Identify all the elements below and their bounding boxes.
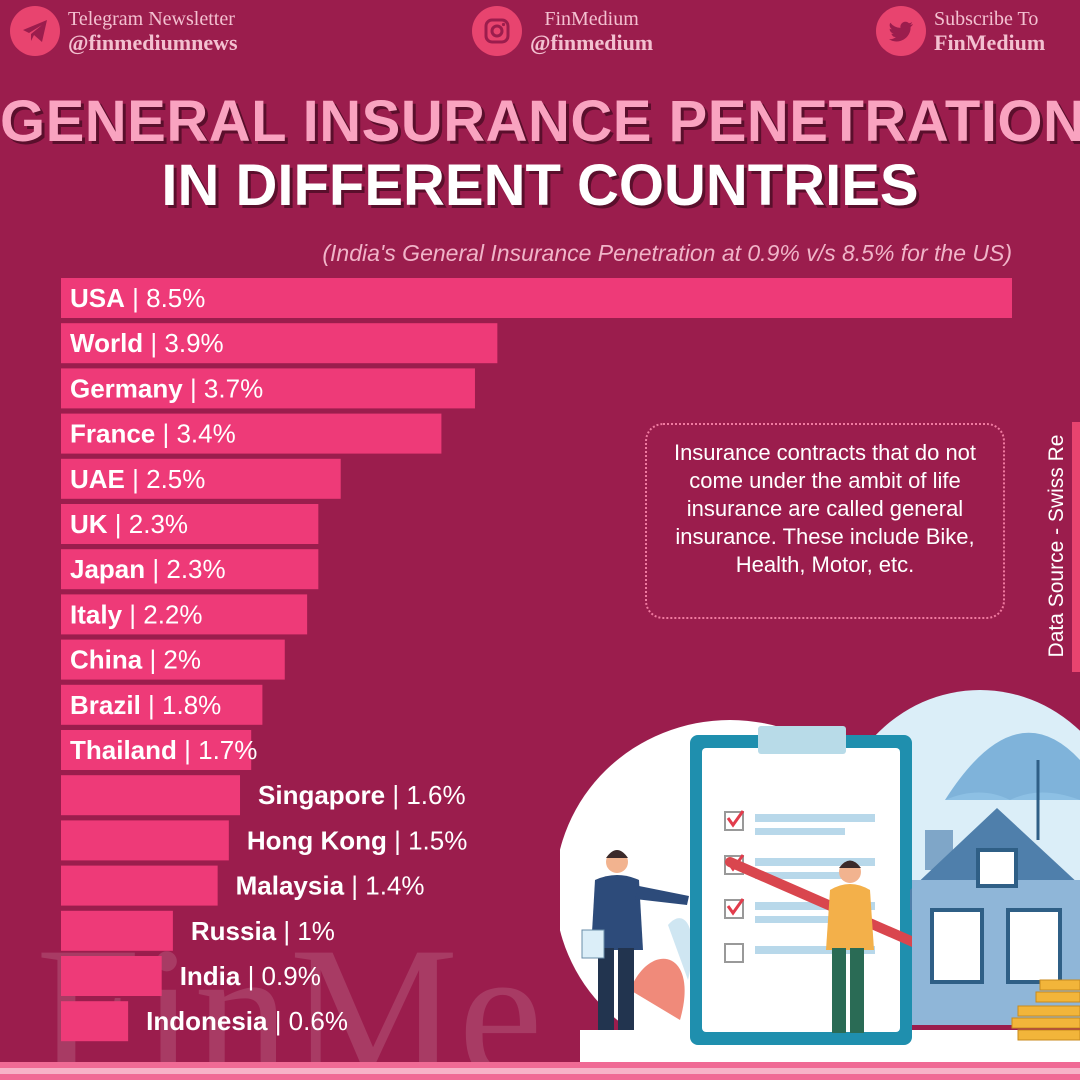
bar-brazil	[61, 684, 263, 725]
bar-label-indonesia: Indonesia | 0.6%	[146, 1006, 348, 1036]
bar-label-france: France | 3.4%	[70, 419, 236, 449]
bar-label-uk: UK | 2.3%	[70, 509, 188, 539]
bar-label-world: World | 3.9%	[70, 328, 224, 358]
data-source: Data Source - Swiss Re	[1042, 420, 1072, 672]
umbrella-icon	[945, 732, 1080, 840]
data-source-text: Data Source - Swiss Re	[1045, 434, 1068, 658]
instagram-username: @finmedium	[530, 30, 654, 55]
bar-indonesia	[61, 1001, 129, 1042]
page-title: GENERAL INSURANCE PENETRATION	[0, 89, 1080, 154]
bar-malaysia	[61, 865, 218, 906]
bar-uk	[61, 504, 319, 544]
telegram-username: @finmediumnews	[68, 30, 238, 55]
bars: USA | 8.5% World | 3.9% Germany | 3.7% Fran…	[61, 278, 1012, 1042]
person-with-pen-icon	[725, 857, 925, 1033]
bar-label-japan: Japan | 2.3%	[70, 554, 226, 584]
bar-hong-kong	[61, 820, 229, 861]
twitter-label: Subscribe To	[934, 8, 1039, 30]
bar-label-brazil: Brazil | 1.8%	[70, 690, 221, 720]
bar-china	[61, 639, 285, 680]
bar-india	[61, 956, 162, 996]
bar-label-usa: USA | 8.5%	[70, 283, 205, 313]
leaf-icon	[630, 958, 685, 1020]
bar-usa	[61, 278, 1012, 318]
bar-label-china: China | 2%	[70, 645, 201, 675]
definition-note: Insurance contracts that do not come und…	[645, 423, 1005, 619]
leaf-icon-2	[668, 918, 693, 980]
bar-label-singapore: Singapore | 1.6%	[258, 780, 466, 810]
twitter-username: FinMedium	[934, 30, 1046, 55]
bar-label-thailand: Thailand | 1.7%	[70, 735, 257, 765]
bar-italy	[61, 594, 308, 635]
chart-subtitle: (India's General Insurance Penetration a…	[322, 240, 1012, 266]
bar-label-russia: Russia | 1%	[191, 916, 335, 946]
insurance-illustration	[560, 690, 1080, 1062]
bar-japan	[61, 549, 319, 590]
instagram-label: FinMedium	[544, 8, 639, 30]
bar-germany	[61, 368, 475, 409]
page-title-line2: IN DIFFERENT COUNTRIES	[161, 153, 919, 218]
bottom-accent-strip	[0, 1062, 1080, 1080]
bar-thailand	[61, 730, 252, 770]
bar-label-uae: UAE | 2.5%	[70, 464, 205, 494]
instagram-icon	[472, 6, 522, 56]
bar-label-germany: Germany | 3.7%	[70, 373, 263, 403]
bar-label-hong-kong: Hong Kong | 1.5%	[247, 825, 468, 855]
bar-label-india: India | 0.9%	[180, 961, 321, 991]
bar-uae	[61, 458, 341, 499]
bar-russia	[61, 910, 173, 951]
bar-world	[61, 323, 498, 364]
bar-label-malaysia: Malaysia | 1.4%	[236, 871, 425, 901]
coins-icon	[1011, 979, 1080, 1041]
telegram-label: Telegram Newsletter	[68, 8, 235, 30]
bar-label-italy: Italy | 2.2%	[70, 599, 203, 629]
clipboard-icon	[690, 726, 912, 1045]
twitter-handle[interactable]: Subscribe To FinMedium	[876, 6, 1045, 56]
bar-france	[61, 413, 442, 454]
instagram-handle[interactable]: FinMedium @finmedium	[472, 6, 653, 56]
person-icon	[581, 850, 689, 1030]
telegram-handle[interactable]: Telegram Newsletter @finmediumnews	[10, 6, 238, 56]
source-accent-bar	[1072, 422, 1080, 672]
twitter-icon	[876, 6, 926, 56]
bar-singapore	[61, 775, 241, 816]
telegram-icon	[10, 6, 60, 56]
